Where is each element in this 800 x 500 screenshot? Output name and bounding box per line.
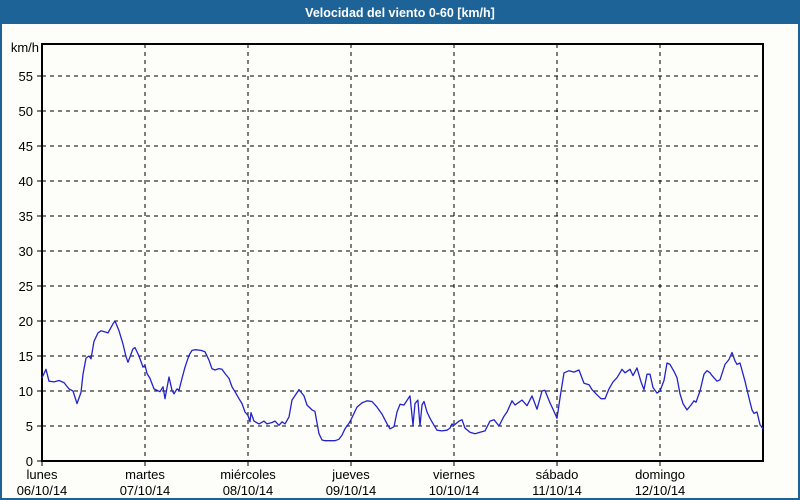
plot-border xyxy=(41,43,764,462)
y-tick-label-30: 30 xyxy=(19,244,33,259)
y-tick-label-5: 5 xyxy=(26,419,33,434)
x-day-label-6: domingo xyxy=(635,467,685,482)
y-tick-label-10: 10 xyxy=(19,384,33,399)
x-date-label-0: 06/10/14 xyxy=(17,483,68,498)
x-date-label-4: 10/10/14 xyxy=(429,483,480,498)
x-date-label-6: 12/10/14 xyxy=(635,483,686,498)
y-tick-label-25: 25 xyxy=(19,279,33,294)
x-date-label-5: 11/10/14 xyxy=(532,483,582,498)
x-date-label-1: 07/10/14 xyxy=(120,483,171,498)
x-day-label-0: lunes xyxy=(26,467,58,482)
x-day-label-1: martes xyxy=(125,467,165,482)
y-tick-label-35: 35 xyxy=(19,209,33,224)
y-axis-unit-label: km/h xyxy=(11,40,39,55)
y-tick-label-20: 20 xyxy=(19,314,33,329)
x-day-label-3: jueves xyxy=(331,467,370,482)
y-tick-label-45: 45 xyxy=(19,139,33,154)
x-day-label-2: miércoles xyxy=(220,467,276,482)
wind-speed-line xyxy=(41,320,764,442)
y-tick-label-40: 40 xyxy=(19,174,33,189)
chart-title-bar: Velocidad del viento 0-60 [km/h] xyxy=(2,2,798,24)
chart-title: Velocidad del viento 0-60 [km/h] xyxy=(305,6,495,20)
y-tick-label-15: 15 xyxy=(19,349,33,364)
x-date-label-3: 09/10/14 xyxy=(326,483,377,498)
x-date-label-2: 08/10/14 xyxy=(223,483,274,498)
y-tick-label-55: 55 xyxy=(19,69,33,84)
x-day-label-5: sábado xyxy=(536,467,579,482)
y-tick-label-50: 50 xyxy=(19,104,33,119)
x-day-label-4: viernes xyxy=(433,467,475,482)
y-tick-label-0: 0 xyxy=(26,454,33,469)
